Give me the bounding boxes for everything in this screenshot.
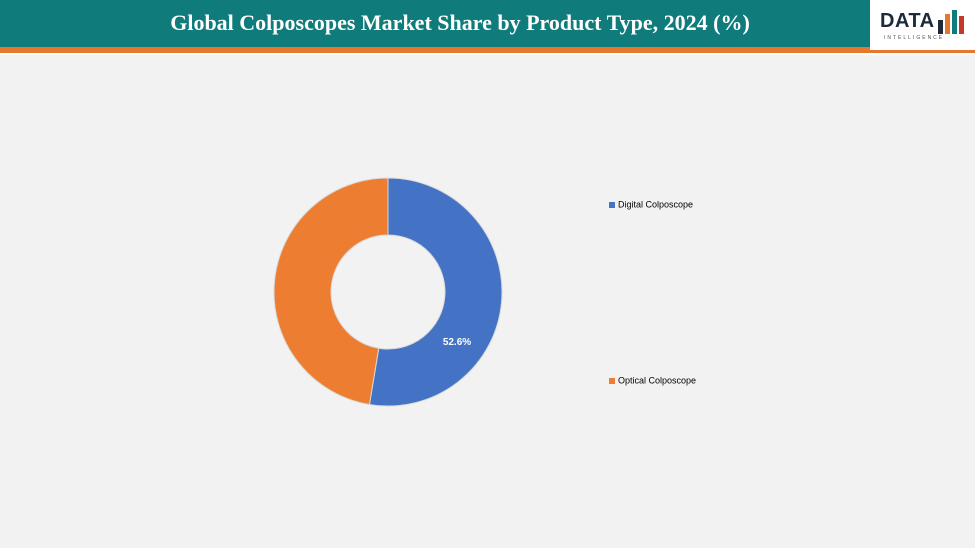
logo: DATA INTELLIGENCE [870,0,975,50]
donut-slice [368,177,503,407]
donut-slice [273,177,389,406]
chart: 52.6% Digital Colposcope Optical Colposcop… [0,55,975,548]
logo-tagline: INTELLIGENCE [884,35,945,41]
logo-icon [938,10,964,34]
page-title: Global Colposcopes Market Share by Produ… [170,10,750,35]
header-stripe [0,47,975,53]
logo-name: DATA [880,10,935,32]
legend-swatch [609,378,615,384]
header-bar [0,0,870,47]
legend-label: Optical Colposcope [618,375,696,385]
data-label: 52.6% [443,337,471,348]
legend-label: Digital Colposcope [618,199,693,209]
legend-swatch [609,202,615,208]
